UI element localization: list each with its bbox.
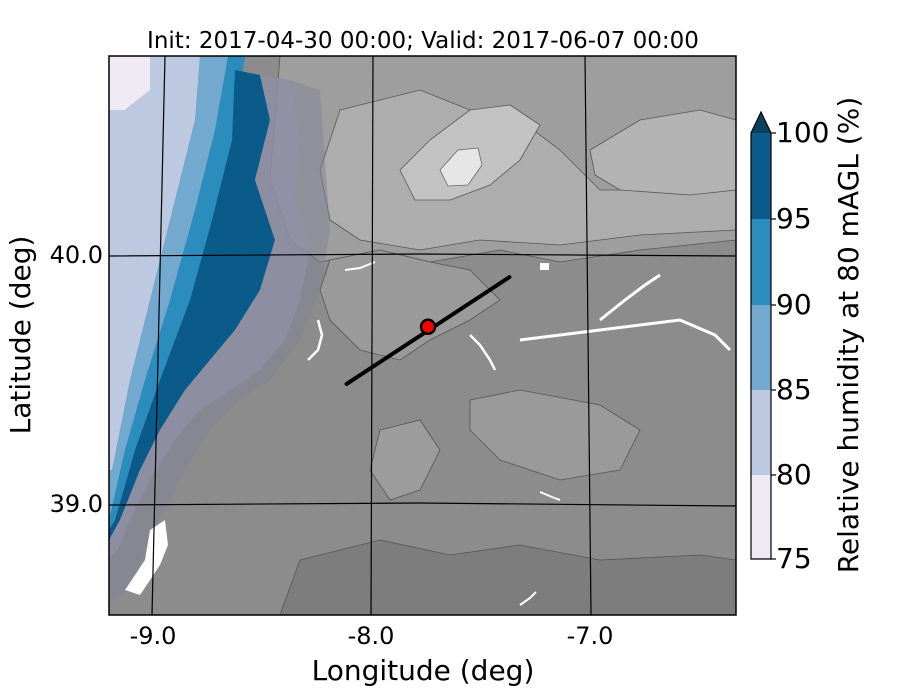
x-tick-label: -9.0: [130, 622, 177, 650]
river-east: [519, 318, 732, 352]
southern-valley: [279, 539, 736, 615]
colorbar-segment-75-80: [751, 475, 771, 559]
river-south: [539, 491, 561, 501]
gridlines: [109, 56, 736, 615]
colorbar-tick-label: 75: [776, 542, 812, 575]
river-central: [469, 334, 497, 371]
y-axis-label: Latitude (deg): [4, 236, 37, 435]
colorbar-outline: [750, 110, 772, 560]
colorbar-segment-95-100: [751, 133, 771, 219]
river-east-2: [599, 273, 661, 322]
map-frame: [108, 55, 737, 616]
southern-hills: [469, 389, 641, 481]
rh-80-85: [109, 56, 200, 470]
chart-title: Init: 2017-04-30 00:00; Valid: 2017-06-0…: [147, 28, 699, 54]
central-ridge: [319, 249, 501, 361]
colorbar-tick-label: 95: [776, 202, 812, 235]
reservoir-southwest: [125, 520, 168, 595]
river-south-2: [519, 591, 537, 606]
colorbar-segment-85-90: [751, 305, 771, 390]
mountain-peak: [439, 147, 483, 187]
colorbar-tick-label: 90: [776, 288, 812, 321]
rh-85-90: [109, 56, 230, 520]
rh-90-95: [109, 56, 245, 530]
y-tick-label: 39.0: [50, 490, 103, 518]
rh-95-100: [109, 70, 275, 540]
colorbar-label: Relative humidity at 80 mAGL (%): [832, 97, 865, 574]
rh-transition-outer: [109, 80, 330, 600]
rh-transition-zone: [109, 75, 310, 560]
x-axis-label: Longitude (deg): [312, 654, 535, 687]
colorbar-tick-label: 80: [776, 458, 812, 491]
lake-north: [540, 263, 549, 270]
colorbar-segment-80-85: [751, 390, 771, 475]
map-area: [109, 56, 736, 615]
x-tick-label: -8.0: [348, 622, 395, 650]
y-tick-label: 40.0: [50, 241, 103, 269]
river-north: [344, 261, 376, 271]
colorbar-extend-arrow: [751, 112, 771, 133]
colorbar-segment-90-95: [751, 219, 771, 305]
site-marker: [419, 318, 437, 336]
rh-75-80: [109, 56, 160, 110]
x-axis: -9.0 -8.0 -7.0 Longitude (deg): [130, 622, 614, 687]
x-tick-label: -7.0: [567, 622, 614, 650]
colorbar-tick-label: 85: [776, 373, 812, 406]
river-west: [307, 319, 324, 361]
highland-east: [589, 109, 736, 196]
southeast-hills: [369, 419, 441, 501]
y-axis: 40.0 39.0 Latitude (deg): [4, 236, 103, 518]
colorbar: 75 80 85 90 95 100 Relative humidity at …: [750, 97, 865, 575]
colorbar-tick-label: 100: [776, 116, 829, 149]
